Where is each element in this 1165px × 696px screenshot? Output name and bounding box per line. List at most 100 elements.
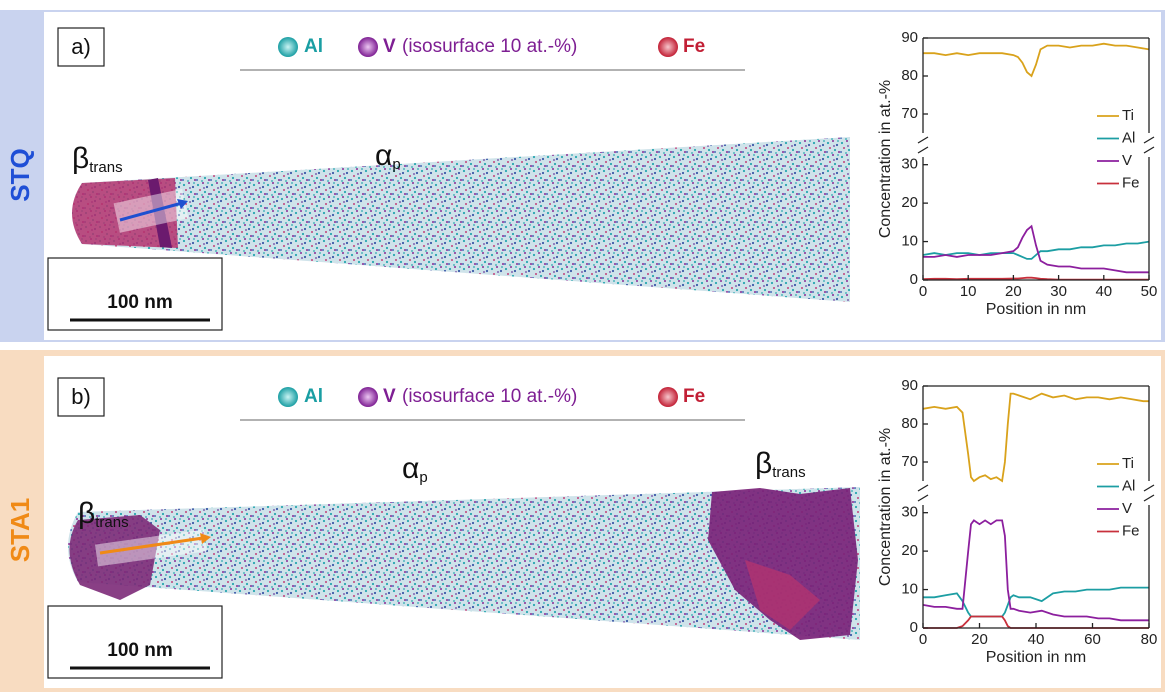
- isosurface: [148, 178, 172, 248]
- phase-symbol: β: [78, 497, 95, 530]
- axis-break: [1143, 484, 1155, 492]
- y-tick-label: 90: [901, 29, 918, 46]
- legend-ball: [658, 387, 678, 407]
- series-line: [923, 224, 1149, 274]
- y-axis-label: Concentration in at.-%: [877, 80, 894, 238]
- axis-break: [1143, 146, 1155, 154]
- y-tick-label: 70: [901, 105, 918, 122]
- axis-break: [917, 146, 929, 154]
- beta-region: [69, 515, 160, 600]
- y-tick-label: 90: [901, 377, 918, 394]
- phase-label: βtrans: [78, 497, 129, 531]
- beta-region: [708, 488, 858, 640]
- y-tick-label: 10: [901, 581, 918, 598]
- y-tick-label: 20: [901, 542, 918, 559]
- series-line: [923, 42, 1150, 78]
- x-axis-label: Position in nm: [986, 649, 1087, 666]
- phase-symbol: β: [755, 447, 772, 480]
- legend-label: Fe: [1122, 174, 1140, 191]
- series-line: [922, 392, 1149, 483]
- x-tick-label: 10: [960, 283, 977, 300]
- roi: [94, 529, 207, 567]
- condition-label: STQ: [5, 148, 35, 201]
- apt-tip: [68, 487, 860, 640]
- scale-box: [47, 257, 223, 331]
- legend-text: Fe: [683, 386, 705, 407]
- panel-label: b): [71, 384, 91, 409]
- legend-text: V: [383, 386, 396, 407]
- legend-text: Al: [304, 386, 323, 407]
- y-tick-label: 70: [901, 453, 918, 470]
- legend-text: Al: [304, 36, 323, 57]
- phase-symbol: α: [375, 139, 392, 172]
- axis-break: [917, 484, 929, 492]
- axis-break: [1143, 136, 1155, 144]
- y-tick-label: 0: [910, 271, 918, 288]
- phase-subscript: p: [392, 156, 400, 173]
- label-box: [57, 27, 105, 67]
- legend-ball: [658, 37, 678, 57]
- condition-label: STA1: [5, 498, 35, 563]
- scale-box: [47, 605, 223, 679]
- series-line: [922, 519, 1149, 622]
- axis-break: [1143, 494, 1155, 502]
- phase-subscript: trans: [89, 159, 122, 176]
- phase-symbol: β: [72, 142, 89, 175]
- phase-subscript: trans: [95, 514, 128, 531]
- y-tick-label: 0: [910, 619, 918, 636]
- series-line: [922, 240, 1150, 260]
- axis-break: [917, 136, 929, 144]
- phase-label: βtrans: [755, 447, 806, 481]
- legend-label: V: [1122, 500, 1132, 517]
- y-tick-label: 80: [901, 415, 918, 432]
- x-tick-label: 0: [919, 283, 927, 300]
- legend-note: (isosurface 10 at.-%): [402, 386, 577, 407]
- legend-label: Ti: [1122, 455, 1134, 472]
- apt-tip: [72, 137, 850, 302]
- plot-bg: [923, 38, 1149, 280]
- axis-break: [917, 494, 929, 502]
- x-tick-label: 20: [1005, 283, 1022, 300]
- y-tick-label: 30: [901, 504, 918, 521]
- beta-region: [745, 560, 820, 630]
- x-axis-label: Position in nm: [986, 301, 1087, 318]
- legend-label: Al: [1122, 129, 1135, 146]
- legend-text: V: [383, 36, 396, 57]
- legend-ball: [278, 387, 298, 407]
- phase-symbol: α: [402, 452, 419, 485]
- y-tick-label: 30: [901, 156, 918, 173]
- legend-ball: [358, 387, 378, 407]
- x-tick-label: 40: [1028, 631, 1045, 648]
- legend-ball: [278, 37, 298, 57]
- y-tick-label: 80: [901, 67, 918, 84]
- panel-label: a): [71, 34, 91, 59]
- y-tick-label: 20: [901, 194, 918, 211]
- x-tick-label: 80: [1141, 631, 1158, 648]
- legend-ball: [358, 37, 378, 57]
- arrow: [99, 536, 204, 555]
- x-tick-label: 60: [1084, 631, 1101, 648]
- plot-bg: [923, 386, 1149, 628]
- phase-label: βtrans: [72, 142, 123, 176]
- y-axis-label: Concentration in at.-%: [877, 428, 894, 586]
- label-box: [57, 377, 105, 417]
- legend-label: Fe: [1122, 522, 1140, 539]
- x-tick-label: 40: [1095, 283, 1112, 300]
- phase-subscript: trans: [772, 464, 805, 481]
- scale-label: 100 nm: [107, 292, 172, 313]
- x-tick-label: 50: [1141, 283, 1158, 300]
- arrow-head: [177, 199, 188, 209]
- phase-label: αp: [402, 452, 428, 486]
- legend-label: Ti: [1122, 107, 1134, 124]
- arrow-head: [200, 533, 211, 544]
- scale-label: 100 nm: [107, 640, 172, 661]
- arrow: [119, 201, 183, 222]
- phase-subscript: p: [419, 469, 427, 486]
- x-tick-label: 0: [919, 631, 927, 648]
- legend-note: (isosurface 10 at.-%): [402, 36, 577, 57]
- legend-text: Fe: [683, 36, 705, 57]
- legend-label: Al: [1122, 477, 1135, 494]
- x-tick-label: 20: [971, 631, 988, 648]
- phase-label: αp: [375, 139, 401, 173]
